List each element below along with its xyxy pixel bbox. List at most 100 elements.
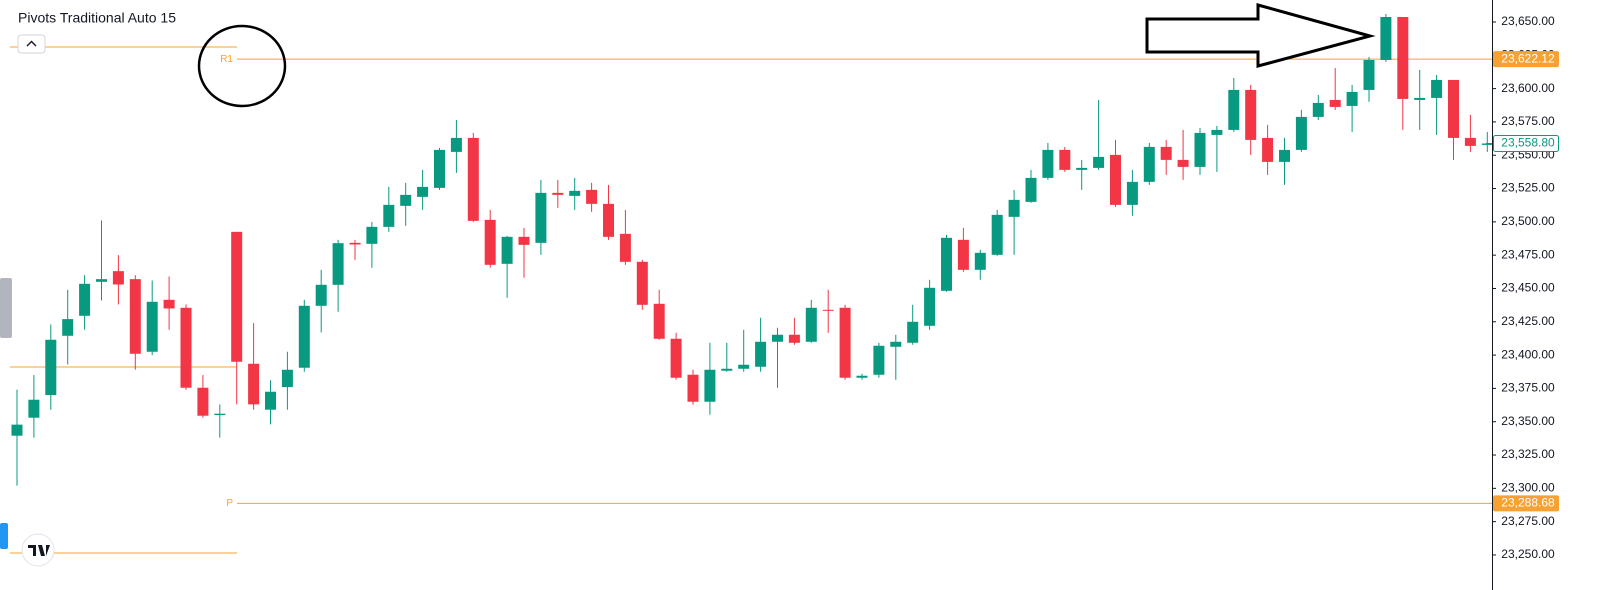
candle-body (501, 236, 513, 264)
candle-body (1380, 16, 1392, 60)
pivot-price-box (1493, 495, 1559, 512)
candle-body (670, 338, 682, 378)
candle-body (248, 363, 260, 405)
candle-body (603, 203, 614, 237)
candle-body (1126, 181, 1138, 205)
candle-body (721, 368, 733, 371)
candle-body (687, 374, 699, 402)
candle-body (788, 334, 800, 343)
candle-body (146, 301, 158, 352)
candle-body (1245, 89, 1257, 140)
candle-body (214, 413, 226, 416)
collapse-button[interactable] (17, 34, 46, 54)
candle-body (484, 219, 496, 265)
candle-body (1042, 149, 1054, 178)
candle-body (941, 237, 952, 291)
logo (21, 533, 55, 567)
y-tick-label: 23,250.00 (1501, 547, 1555, 561)
candle-body (180, 307, 192, 388)
y-tick-label: 23,350.00 (1501, 414, 1555, 428)
candle-body (974, 252, 986, 270)
candle-body (1329, 99, 1341, 107)
pivot-name: R1 (220, 54, 233, 65)
candle-body (265, 391, 276, 410)
candle-body (281, 369, 293, 388)
candle-body (163, 299, 175, 309)
candle-body (1093, 156, 1105, 168)
candle-body (1279, 149, 1290, 162)
candle-body (822, 309, 834, 311)
candle-body (417, 186, 429, 197)
candle-body (653, 303, 665, 339)
candle-body (704, 369, 716, 402)
candle-body (552, 192, 564, 195)
y-tick-label: 23,275.00 (1501, 514, 1555, 528)
candle-body (1481, 143, 1493, 145)
candle-body (738, 364, 750, 369)
candle-body (1008, 199, 1020, 217)
candle-body (586, 189, 598, 204)
candle-body (856, 375, 868, 378)
pivot-price-box (1493, 51, 1559, 68)
candle-body (129, 279, 141, 354)
candle-body (1160, 146, 1172, 160)
candle-body (890, 341, 902, 347)
candle-body (1295, 116, 1307, 150)
candle-body (79, 283, 91, 316)
pivot-price-label: 23,288.68 (1501, 496, 1555, 510)
candle-body (873, 345, 885, 375)
candle-body (1431, 79, 1443, 98)
candle-body (332, 243, 344, 285)
side-tab[interactable] (0, 278, 12, 338)
collapse-icon (26, 40, 37, 47)
y-tick-label: 23,425.00 (1501, 314, 1555, 328)
candle-body (1262, 137, 1274, 162)
candle-body (1025, 177, 1037, 202)
candle-body (907, 321, 919, 343)
logo-mark (28, 545, 50, 556)
y-tick-label: 23,300.00 (1501, 481, 1555, 495)
pivot-name: P (226, 498, 233, 509)
candle-body (231, 231, 243, 362)
candle-body (1414, 97, 1426, 100)
candle-body (11, 424, 23, 436)
candle-body (1346, 91, 1358, 106)
candle-body (1312, 102, 1324, 117)
candle-body (924, 287, 936, 326)
candle-body (366, 226, 378, 244)
y-tick-label: 23,450.00 (1501, 281, 1555, 295)
pivot-price-label: 23,622.12 (1501, 51, 1555, 65)
last-price-label: 23,558.80 (1501, 136, 1555, 150)
candle-body (315, 284, 327, 306)
arrow-drawing (1145, 3, 1376, 68)
candle-body (1228, 89, 1240, 130)
side-tab-blue[interactable] (0, 523, 8, 549)
circle-drawing (197, 24, 287, 108)
candle-body (805, 307, 817, 342)
candle-body (349, 242, 361, 245)
candle-body (434, 149, 445, 188)
candle-body (1464, 137, 1476, 146)
candle-body (518, 236, 530, 245)
indicator-title: Pivots Traditional Auto 15 (18, 10, 176, 26)
candle-body (400, 194, 412, 206)
candle-body (1177, 159, 1189, 167)
candle-body (197, 387, 209, 416)
candle-body (450, 137, 462, 152)
y-tick-label: 23,600.00 (1501, 81, 1555, 95)
y-tick-label: 23,400.00 (1501, 347, 1555, 361)
candle-body (839, 307, 851, 378)
y-tick-label: 23,575.00 (1501, 114, 1555, 128)
y-tick-label: 23,650.00 (1501, 14, 1555, 28)
y-tick-label: 23,525.00 (1501, 181, 1555, 195)
candle-body (957, 239, 969, 270)
candle-body (1059, 149, 1071, 170)
candle-body (45, 339, 57, 396)
candle-body (1143, 146, 1155, 182)
y-tick-label: 23,375.00 (1501, 381, 1555, 395)
candle-body (1363, 59, 1375, 90)
y-tick-label: 23,475.00 (1501, 247, 1555, 261)
candle-body (467, 137, 479, 221)
candle-body (383, 204, 395, 227)
candle-body (1076, 167, 1088, 170)
